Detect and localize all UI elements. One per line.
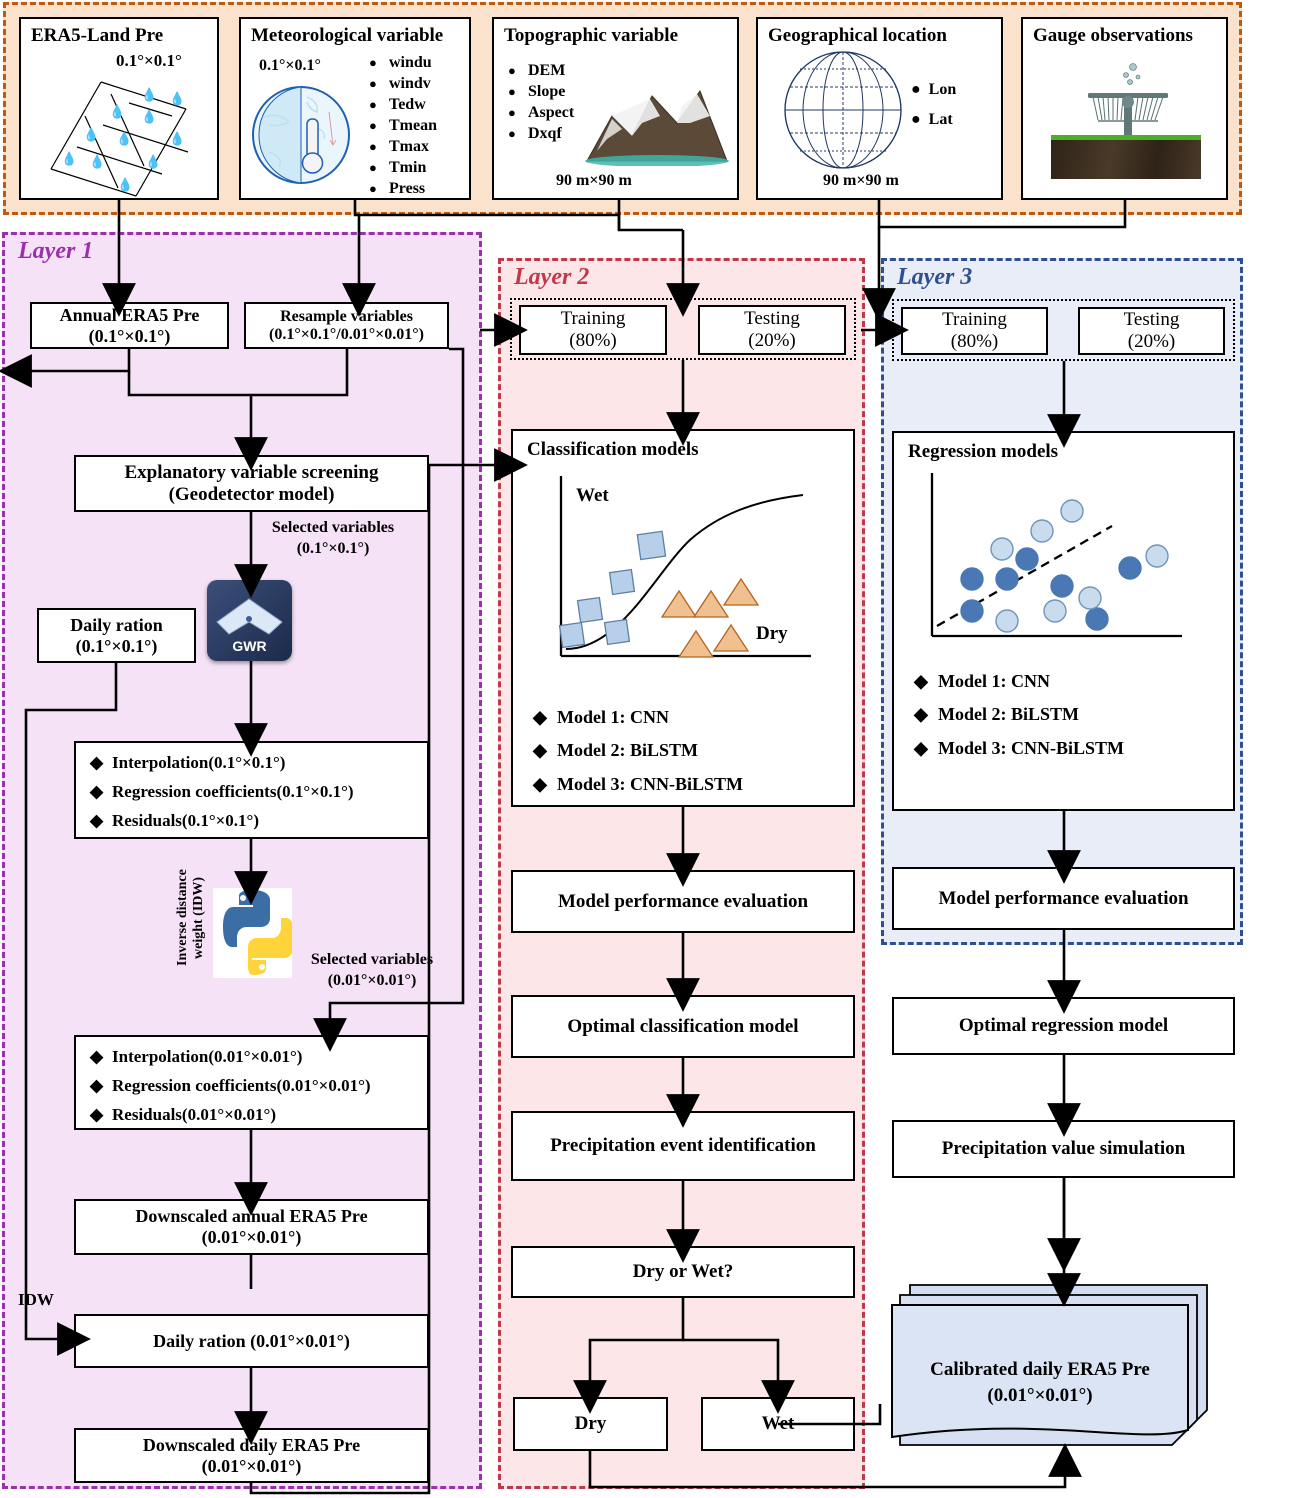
svg-text:(0.01°×0.01°): (0.01°×0.01°) bbox=[987, 1385, 1092, 1406]
svg-text:Calibrated daily ERA5 Pre: Calibrated daily ERA5 Pre bbox=[930, 1359, 1150, 1380]
svg-text:Wet: Wet bbox=[576, 485, 609, 506]
svg-text:Dry: Dry bbox=[756, 623, 788, 644]
